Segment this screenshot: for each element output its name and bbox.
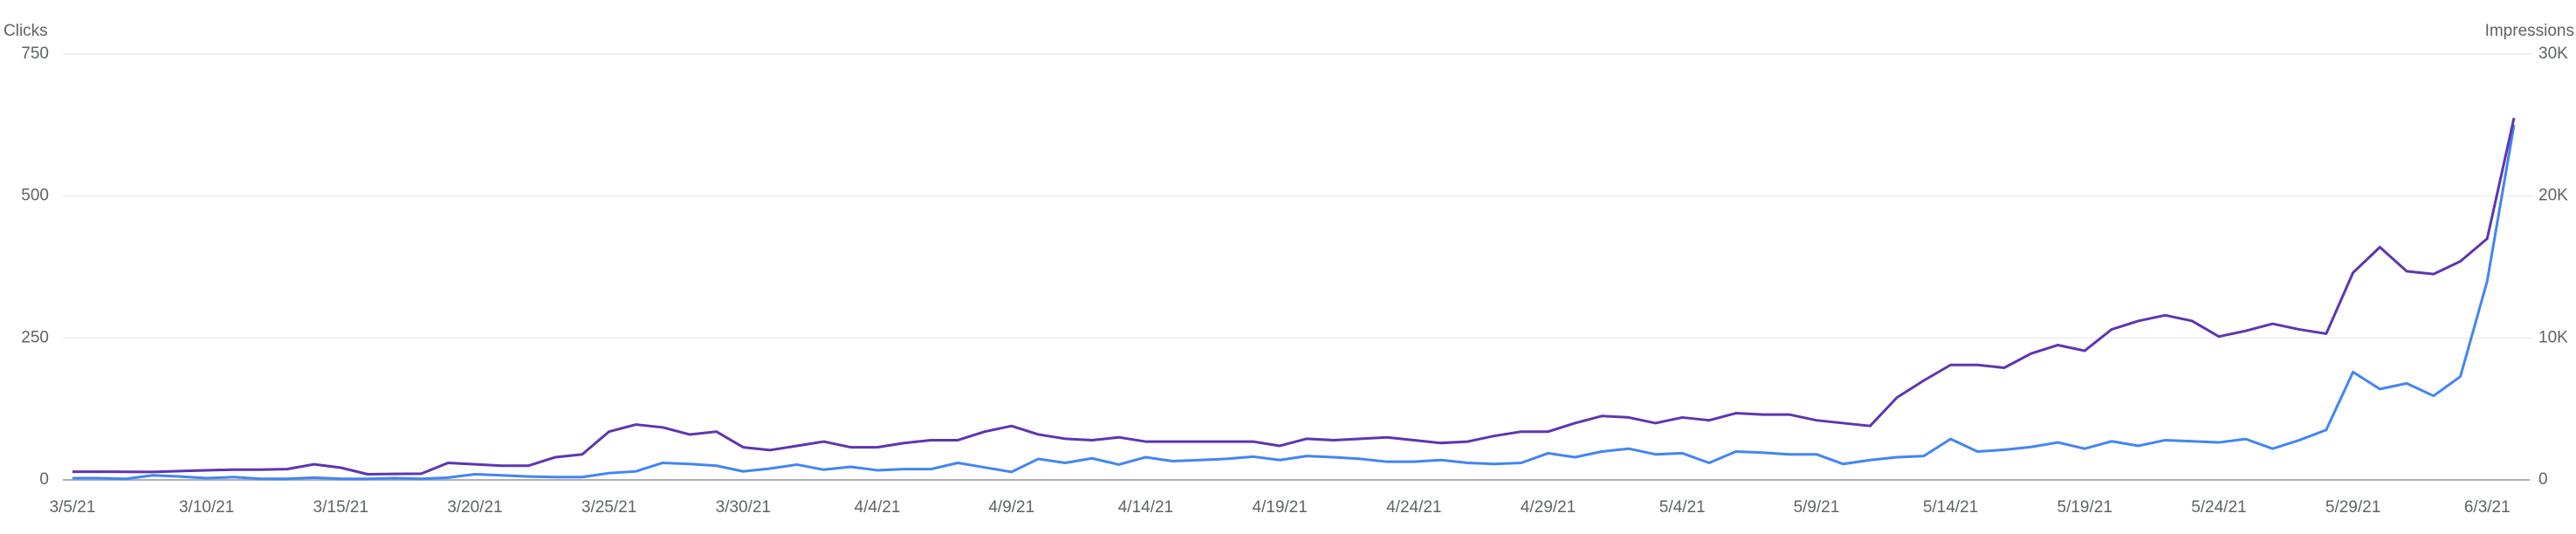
x-tick-label: 4/29/21 (1521, 498, 1576, 517)
x-tick-label: 4/9/21 (988, 498, 1034, 517)
y-tick-label: 0 (39, 470, 49, 489)
x-tick-label: 3/25/21 (581, 498, 636, 517)
x-tick-label: 4/24/21 (1386, 498, 1441, 517)
x-tick-label: 5/14/21 (1923, 498, 1978, 517)
x-tick-label: 3/10/21 (179, 498, 234, 517)
y-tick-label: 250 (21, 328, 49, 346)
y-tick-label: 500 (21, 187, 49, 205)
x-tick-label: 5/24/21 (2191, 498, 2246, 517)
x-tick-label: 5/9/21 (1793, 498, 1839, 517)
x-tick-label: 5/4/21 (1659, 498, 1706, 517)
y2-tick-label: 20K (2538, 187, 2568, 205)
y2-tick-label: 0 (2538, 470, 2548, 489)
x-tick-label: 5/29/21 (2325, 498, 2380, 517)
line-series (72, 117, 2516, 476)
x-tick-label: 3/30/21 (716, 498, 771, 517)
x-tick-label: 5/19/21 (2057, 498, 2112, 517)
y-tick-label: 750 (21, 44, 49, 63)
x-tick-label: 3/5/21 (50, 498, 96, 517)
x-tick-label: 6/3/21 (2464, 498, 2511, 517)
y2-tick-label: 10K (2538, 328, 2568, 346)
y2-axis-title: Impressions (2485, 22, 2574, 40)
x-tick-label: 4/19/21 (1252, 498, 1307, 517)
y-axis-title: Clicks (3, 22, 48, 40)
line-series (72, 125, 2516, 481)
x-tick-label: 4/14/21 (1118, 498, 1173, 517)
x-tick-label: 4/4/21 (855, 498, 901, 517)
x-tick-label: 3/20/21 (447, 498, 502, 517)
x-tick-label: 3/15/21 (313, 498, 368, 517)
y2-tick-label: 30K (2538, 44, 2568, 63)
